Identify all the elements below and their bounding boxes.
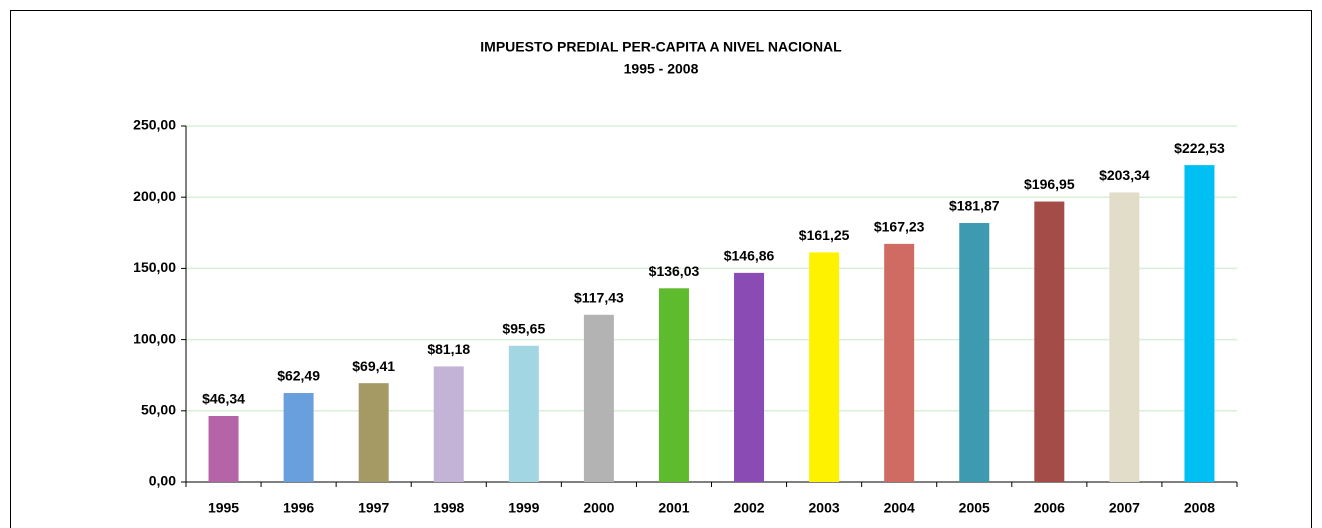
data-label: $222,53 — [1174, 140, 1225, 156]
bar — [358, 383, 389, 482]
bar — [959, 223, 990, 482]
y-tick-label: 100,00 — [133, 330, 176, 346]
bar — [1034, 201, 1065, 482]
bar — [1109, 192, 1140, 482]
y-tick-label: 0,00 — [149, 473, 176, 489]
x-tick-label: 1995 — [208, 500, 239, 516]
y-tick-label: 250,00 — [133, 117, 176, 133]
data-label: $117,43 — [574, 289, 624, 305]
y-tick-label: 50,00 — [141, 402, 176, 418]
x-tick-label: 2000 — [583, 500, 614, 516]
bar — [809, 252, 840, 482]
data-label: $95,65 — [502, 320, 545, 336]
data-label: $167,23 — [874, 219, 925, 235]
data-label: $69,41 — [352, 358, 395, 374]
x-tick-label: 1996 — [283, 500, 314, 516]
bar — [508, 345, 539, 482]
bar — [658, 288, 689, 482]
bar — [734, 272, 765, 482]
x-tick-label: 1998 — [433, 500, 464, 516]
y-tick-label: 200,00 — [133, 188, 176, 204]
data-label: $161,25 — [799, 227, 850, 243]
bar — [583, 314, 614, 482]
bar — [208, 416, 239, 482]
data-label: $146,86 — [724, 248, 775, 264]
x-tick-label: 2008 — [1184, 500, 1215, 516]
bar — [1184, 165, 1215, 482]
x-tick-label: 2003 — [809, 500, 840, 516]
data-label: $196,95 — [1024, 176, 1075, 192]
bar — [283, 393, 314, 482]
x-tick-label: 2004 — [884, 500, 915, 516]
x-tick-label: 2002 — [733, 500, 764, 516]
chart-title: IMPUESTO PREDIAL PER-CAPITA A NIVEL NACI… — [480, 39, 842, 55]
bar — [884, 243, 915, 482]
data-label: $46,34 — [202, 391, 245, 407]
y-tick-label: 150,00 — [133, 259, 176, 275]
x-tick-label: 2001 — [658, 500, 689, 516]
x-tick-label: 2007 — [1109, 500, 1140, 516]
x-tick-label: 1999 — [508, 500, 539, 516]
x-tick-label: 2005 — [959, 500, 990, 516]
chart-subtitle: 1995 - 2008 — [624, 61, 699, 77]
data-label: $136,03 — [649, 263, 700, 279]
bar — [433, 366, 464, 482]
data-label: $81,18 — [427, 341, 470, 357]
x-tick-label: 2006 — [1034, 500, 1065, 516]
data-label: $62,49 — [277, 368, 320, 384]
data-label: $181,87 — [949, 198, 1000, 214]
data-label: $203,34 — [1099, 167, 1150, 183]
x-tick-label: 1997 — [358, 500, 389, 516]
